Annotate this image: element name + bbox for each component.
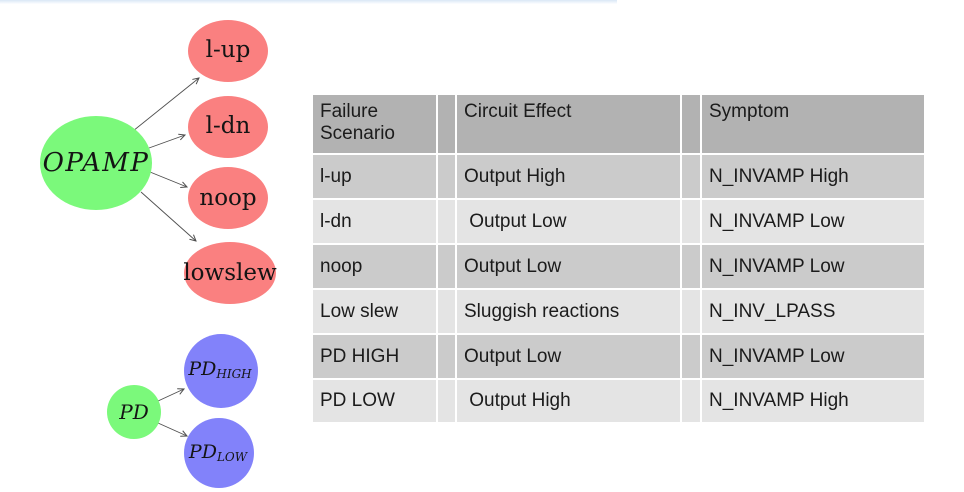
cell-symptom: N_INVAMP Low — [702, 245, 924, 290]
cell-failure-scenario: PD HIGH — [313, 335, 438, 380]
pd-low-node — [184, 418, 254, 488]
header-cell-circuit-effect: Circuit Effect — [457, 95, 682, 155]
spacer-cell — [438, 380, 457, 424]
cell-circuit-effect: Sluggish reactions — [457, 290, 682, 335]
lowslew-node — [184, 242, 276, 304]
edge-arrow-opamp-lowslew — [140, 191, 196, 241]
opamp-node — [40, 116, 152, 210]
header-cell-symptom: Symptom — [702, 95, 924, 155]
cell-circuit-effect: Output Low — [457, 200, 682, 245]
pd-high-node — [184, 334, 258, 408]
cell-symptom: N_INVAMP Low — [702, 200, 924, 245]
spacer-cell — [682, 335, 702, 380]
ldn-node — [188, 96, 268, 158]
header-cell-failure-scenario: Failure Scenario — [313, 95, 438, 155]
lup-node — [188, 20, 268, 82]
cell-failure-scenario: PD LOW — [313, 380, 438, 424]
spacer-cell — [682, 290, 702, 335]
spacer-cell — [682, 380, 702, 424]
cell-circuit-effect: Output High — [457, 380, 682, 424]
opamp-node-label: OPAMP — [43, 148, 150, 178]
noop-node — [188, 167, 268, 229]
spacer-cell — [682, 245, 702, 290]
spacer-cell — [438, 290, 457, 335]
cell-symptom: N_INVAMP High — [702, 380, 924, 424]
spacer-cell — [438, 200, 457, 245]
spacer-cell — [438, 155, 457, 200]
spacer-cell — [438, 245, 457, 290]
header-spacer-cell — [682, 95, 702, 155]
edge-arrow-pd-low — [157, 422, 187, 436]
cell-failure-scenario: l-dn — [313, 200, 438, 245]
pd-low-label-sub: LOW — [216, 450, 249, 464]
cell-symptom: N_INV_LPASS — [702, 290, 924, 335]
pd-high-label-main: PD — [187, 358, 216, 380]
opamp-tree-edges — [132, 78, 199, 241]
ldn-node-label: l-dn — [206, 113, 251, 139]
failure-scenario-table: Failure Scenario Circuit Effect Symptom … — [313, 95, 924, 424]
cell-circuit-effect: Output Low — [457, 335, 682, 380]
cell-failure-scenario: l-up — [313, 155, 438, 200]
top-edge-highlight — [0, 0, 617, 4]
pd-tree-edges — [157, 389, 187, 436]
pd-high-label-sub: HIGH — [215, 367, 252, 381]
spacer-cell — [438, 335, 457, 380]
header-spacer-cell — [438, 95, 457, 155]
cell-symptom: N_INVAMP Low — [702, 335, 924, 380]
spacer-cell — [682, 200, 702, 245]
edge-arrow-opamp-noop — [149, 171, 187, 187]
cell-circuit-effect: Output Low — [457, 245, 682, 290]
pd-high-node-label: PDHIGH — [187, 358, 252, 381]
fault-tree-diagram: OPAMP l-up l-dn noop lowslew PD PDHIGH P… — [40, 20, 277, 488]
edge-arrow-opamp-ldn — [148, 135, 185, 149]
noop-node-label: noop — [199, 185, 256, 211]
pd-low-node-label: PDLOW — [188, 441, 249, 464]
edge-arrow-pd-high — [157, 389, 184, 402]
pd-node — [107, 385, 161, 439]
edge-arrow-opamp-lup — [132, 78, 199, 132]
spacer-cell — [682, 155, 702, 200]
pd-node-label: PD — [118, 400, 149, 424]
lup-node-label: l-up — [206, 37, 251, 63]
pd-low-label-main: PD — [188, 441, 217, 463]
cell-symptom: N_INVAMP High — [702, 155, 924, 200]
lowslew-node-label: lowslew — [183, 260, 277, 286]
cell-circuit-effect: Output High — [457, 155, 682, 200]
cell-failure-scenario: noop — [313, 245, 438, 290]
cell-failure-scenario: Low slew — [313, 290, 438, 335]
